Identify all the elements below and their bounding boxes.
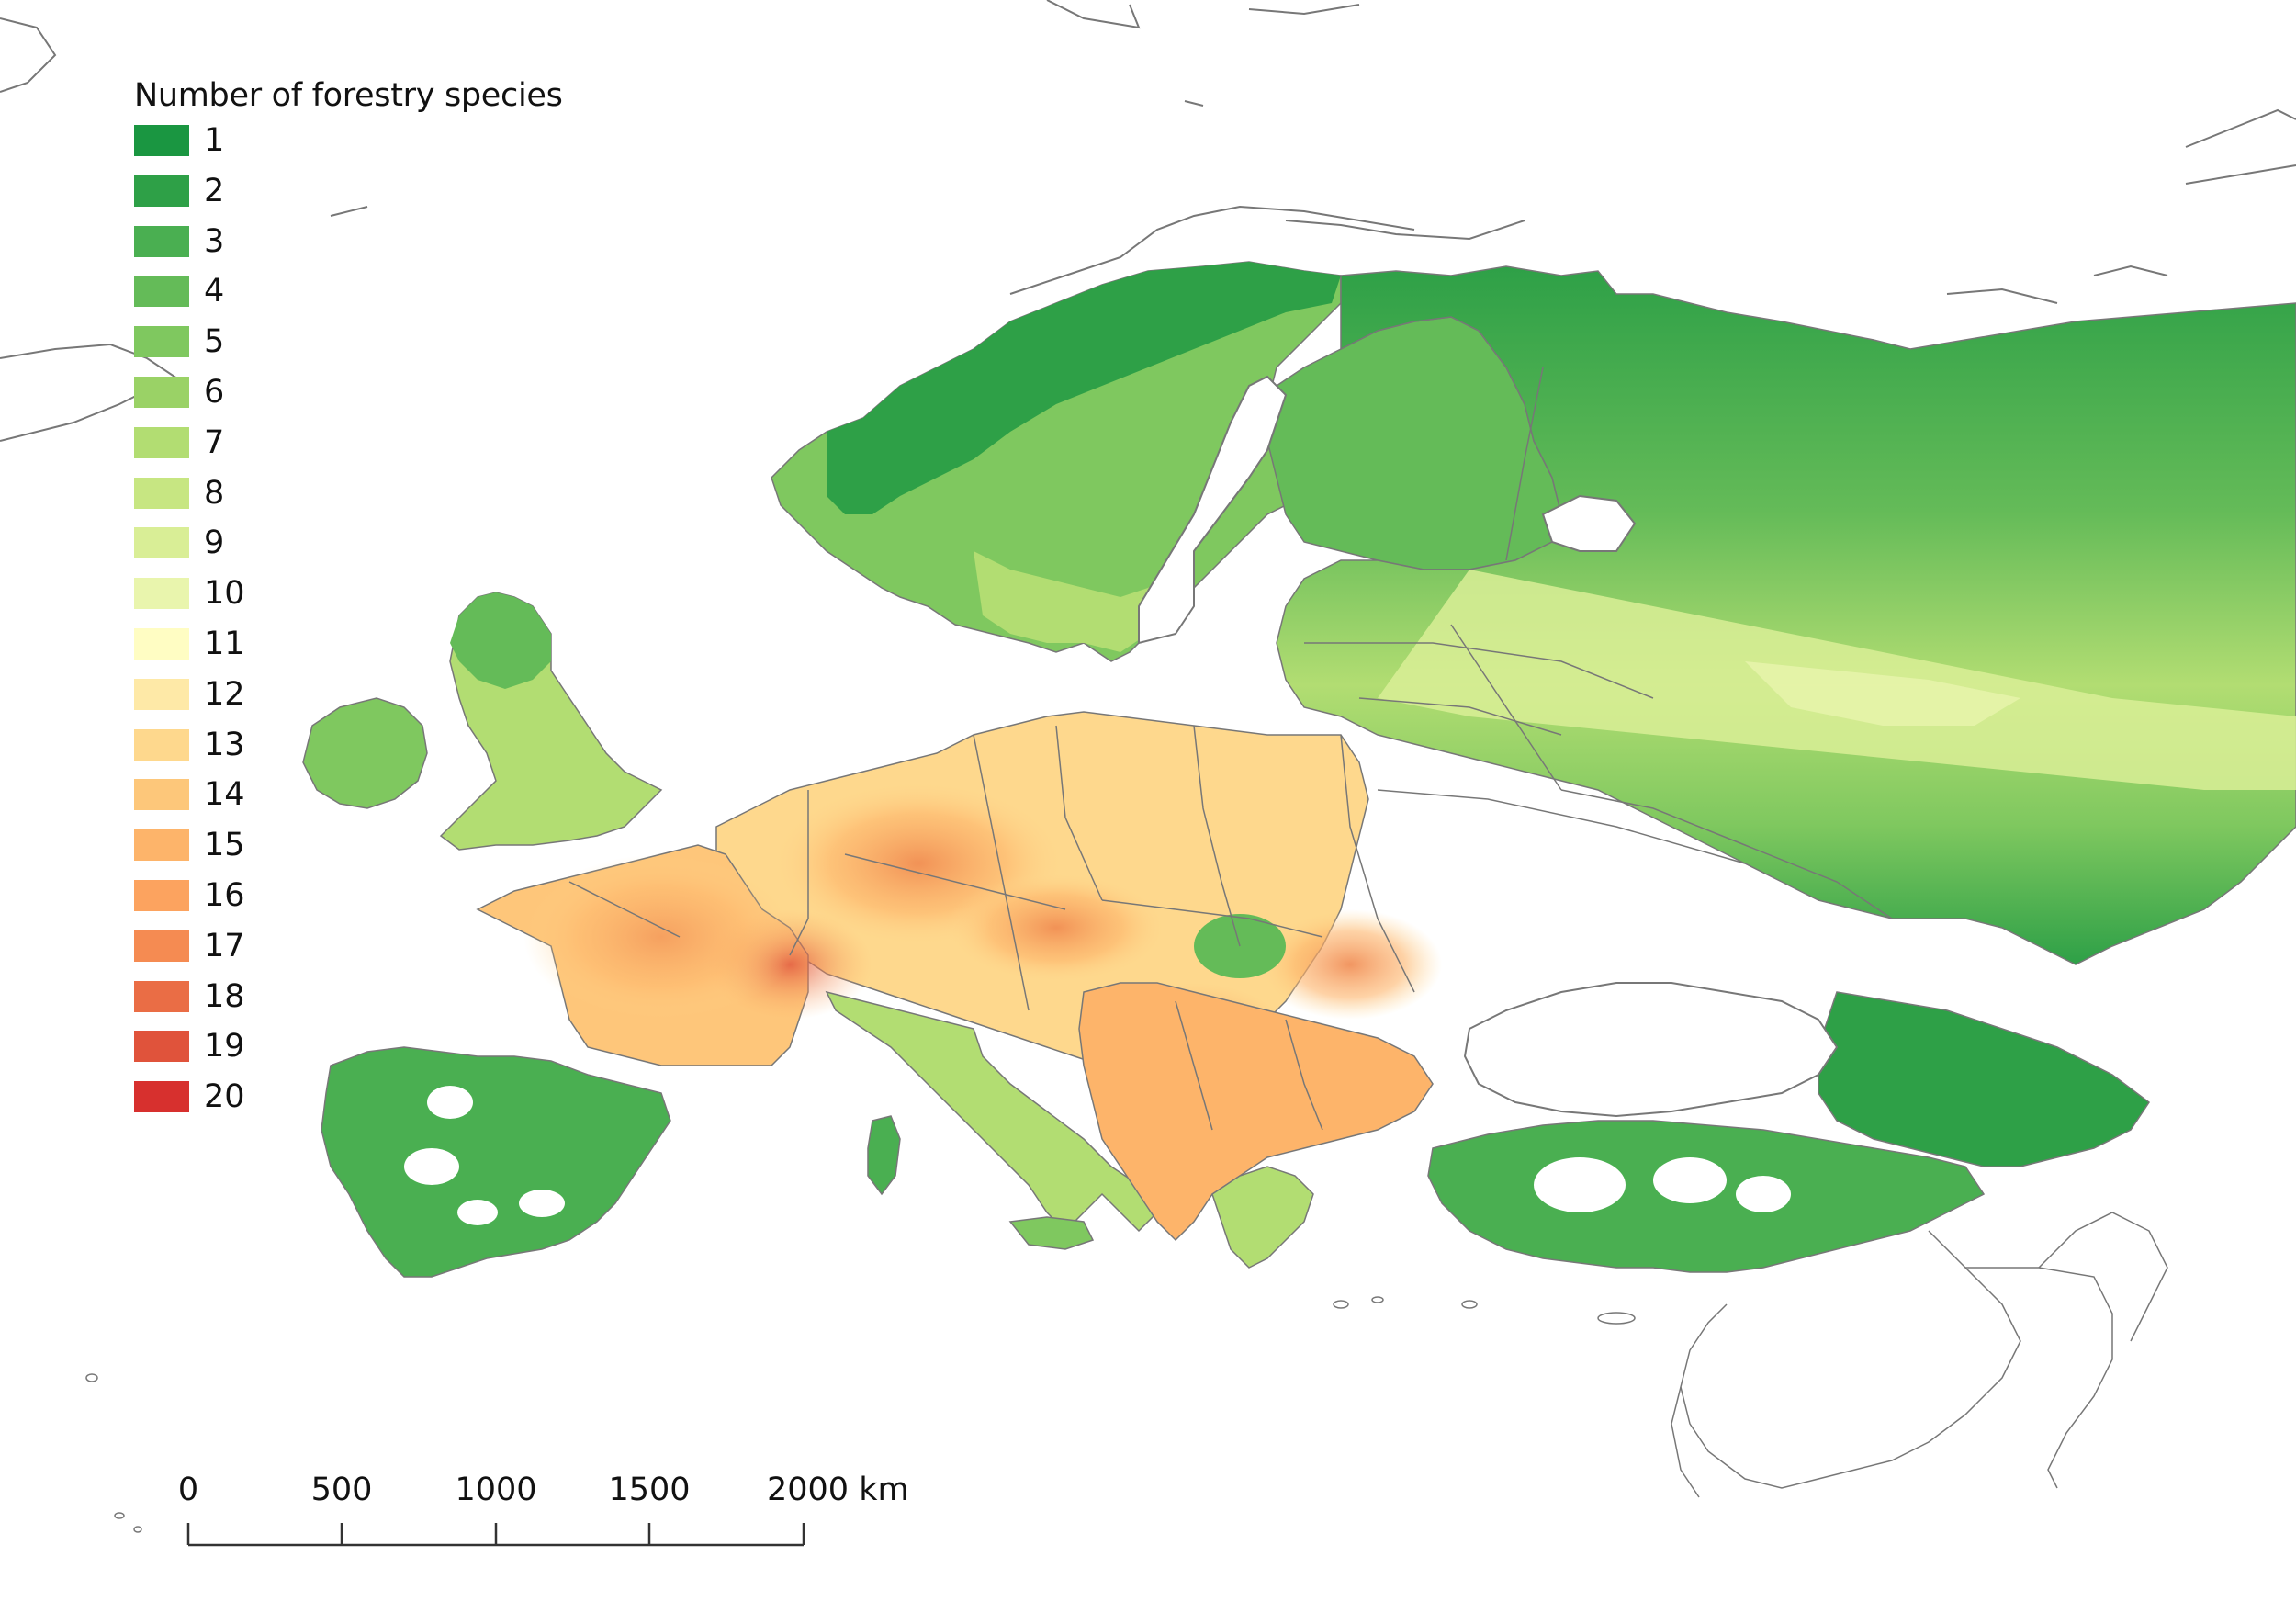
- legend-item: 2: [134, 172, 563, 226]
- legend-item: 10: [134, 575, 563, 628]
- hotspot-romania: [1258, 909, 1442, 1020]
- legend-item: 14: [134, 776, 563, 829]
- region-balkans: [1078, 982, 1434, 1242]
- legend-swatch: [134, 930, 189, 962]
- legend-swatch: [134, 527, 189, 559]
- region-italy: [825, 990, 1158, 1233]
- legend-label: 19: [204, 1028, 245, 1066]
- legend-items: 1 2 3 4 5 6 7 8 9 10 11 12 13 14 15 16 17 18 19 20: [134, 122, 563, 1132]
- legend-label: 20: [204, 1078, 245, 1116]
- legend-swatch: [134, 175, 189, 207]
- legend-swatch: [134, 326, 189, 358]
- legend-item: 12: [134, 675, 563, 729]
- legend-label: 14: [204, 776, 245, 814]
- legend-item: 8: [134, 474, 563, 528]
- legend-label: 10: [204, 575, 245, 613]
- legend-label: 1: [204, 122, 225, 159]
- region-ireland: [302, 697, 428, 809]
- legend-swatch: [134, 829, 189, 862]
- legend: Number of forestry species 1 2 3 4 5 6 7 8 9 10 11…: [134, 77, 563, 1132]
- island-outlines: [85, 1296, 1636, 1533]
- legend-swatch: [134, 477, 189, 509]
- legend-swatch: [134, 779, 189, 811]
- legend-item: 3: [134, 222, 563, 276]
- region-sardinia: [867, 1115, 901, 1196]
- legend-label: 3: [204, 222, 225, 260]
- legend-swatch: [134, 1031, 189, 1063]
- legend-swatch: [134, 578, 189, 610]
- legend-item: 5: [134, 323, 563, 377]
- legend-label: 2: [204, 172, 225, 209]
- legend-item: 18: [134, 977, 563, 1032]
- hotspot-austria: [946, 873, 1166, 983]
- legend-label: 12: [204, 675, 245, 713]
- legend-label: 4: [204, 273, 225, 310]
- legend-label: 16: [204, 876, 245, 914]
- legend-label: 8: [204, 474, 225, 512]
- legend-swatch: [134, 276, 189, 308]
- turkey-gaps: [1534, 1157, 1791, 1212]
- black-sea: [1463, 982, 1839, 1118]
- legend-swatch: [134, 879, 189, 911]
- middle-east-outlines: [1671, 1212, 2168, 1498]
- legend-label: 11: [204, 625, 245, 662]
- legend-item: 4: [134, 273, 563, 326]
- legend-item: 11: [134, 625, 563, 679]
- legend-item: 20: [134, 1078, 563, 1132]
- region-russia-pale: [1745, 661, 2020, 726]
- iberia-gaps: [404, 1086, 565, 1225]
- legend-item: 19: [134, 1028, 563, 1081]
- legend-item: 1: [134, 122, 563, 175]
- legend-title: Number of forestry species: [134, 77, 563, 114]
- legend-swatch: [134, 225, 189, 257]
- legend-swatch: [134, 376, 189, 408]
- legend-item: 6: [134, 373, 563, 427]
- region-scandinavia-north: [827, 262, 1341, 514]
- country-borders: [568, 367, 1893, 1131]
- legend-label: 15: [204, 827, 245, 864]
- legend-swatch: [134, 627, 189, 660]
- region-caucasus: [1818, 991, 2151, 1167]
- legend-swatch: [134, 980, 189, 1012]
- legend-item: 15: [134, 827, 563, 880]
- legend-swatch: [134, 1081, 189, 1113]
- legend-swatch: [134, 728, 189, 761]
- legend-item: 13: [134, 726, 563, 780]
- arctic-outlines: [0, 0, 2296, 442]
- region-scotland: [450, 592, 551, 689]
- legend-item: 7: [134, 423, 563, 478]
- legend-swatch: [134, 678, 189, 710]
- legend-label: 7: [204, 423, 225, 461]
- legend-label: 13: [204, 726, 245, 763]
- legend-label: 18: [204, 977, 245, 1015]
- legend-item: 17: [134, 927, 563, 981]
- region-russia: [1276, 265, 2296, 965]
- hotspot-france: [523, 854, 799, 1020]
- legend-label: 17: [204, 927, 245, 964]
- region-iberia: [321, 1046, 671, 1278]
- legend-label: 6: [204, 373, 225, 411]
- legend-swatch: [134, 125, 189, 156]
- baltic-sea: [1138, 375, 1288, 645]
- legend-label: 5: [204, 323, 225, 361]
- white-sea: [1541, 494, 1637, 552]
- region-sicily: [1008, 1216, 1095, 1250]
- legend-item: 16: [134, 876, 563, 930]
- legend-swatch: [134, 426, 189, 458]
- legend-label: 9: [204, 524, 225, 562]
- region-greece: [1211, 1166, 1314, 1269]
- legend-item: 9: [134, 524, 563, 578]
